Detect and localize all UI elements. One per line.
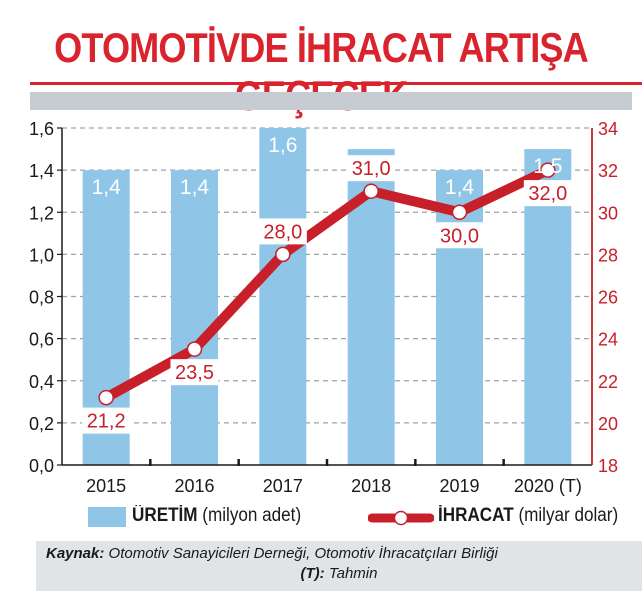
legend-bar-swatch [88,507,126,527]
bar-2016 [171,170,218,465]
export-point-2019 [451,204,468,220]
x-tick-label: 2015 [86,476,126,496]
bar-value-label: 1,6 [268,134,297,157]
bar-2017 [259,128,307,465]
legend: ÜRETİM (milyon adet) İHRACAT (milyar dol… [88,503,618,533]
source-line: Kaynak: Otomotiv Sanayicileri Derneği, O… [46,545,498,562]
y-right-tick-label: 24 [598,330,618,350]
line-label-box [258,218,307,245]
x-tick-label: 2019 [439,476,479,496]
line-value-label: 32,0 [528,183,567,205]
line-value-label: 21,2 [87,411,126,433]
y-right-tick-label: 20 [598,414,618,434]
export-line [98,162,556,406]
export-line-path [101,165,553,403]
y-left-tick-label: 1,6 [29,119,54,139]
line-label-box [523,180,572,207]
line-label-box [347,155,396,182]
x-tick-label: 2017 [263,476,303,496]
line-label-box [82,407,131,434]
line-label-box [435,222,484,249]
line-value-label: 28,0 [263,221,302,243]
note-line: (T): Tahmin [300,565,378,582]
line-value-label: 30,0 [440,225,479,247]
export-point-2018 [363,183,379,199]
axes: 0,0 0,2 0,4 0,6 0,8 1,0 1,2 1,4 1,6 18 20 22 24 26 28 3… [29,119,618,496]
x-tick-label: 2020 (T) [514,476,582,496]
y-right-tick-label: 34 [598,119,618,139]
header-band [30,92,632,110]
y-right-tick-label: 18 [598,456,618,476]
y-right-tick-label: 22 [598,372,618,392]
bar-value-label: 1,4 [180,176,210,199]
export-point-2020 (T) [540,162,556,178]
y-left-tick-label: 0,4 [29,372,54,392]
line-value-label: 31,0 [352,158,391,180]
y-left-tick-label: 1,2 [29,203,54,223]
title-underline [30,82,642,85]
y-right-tick-label: 32 [598,161,618,181]
bar-value-label: 1,4 [92,176,122,199]
line-label-box [170,359,219,386]
source-box: Kaynak: Otomotiv Sanayicileri Derneği, O… [36,541,642,591]
gridlines [62,127,592,424]
y-left-tick-label: 1,4 [29,161,54,181]
legend-production-label: ÜRETİM (milyon adet) [132,505,302,526]
legend-export-label: İHRACAT (milyar dolar) [438,505,619,526]
y-left-tick-label: 0,0 [29,456,54,476]
y-right-tick-label: 26 [598,288,618,308]
legend-line-swatch [368,510,434,526]
export-point-2015 [98,389,114,406]
data-labels: 1,41,41,61,51,41,521,223,528,031,030,032… [82,134,572,434]
bar-value-label: 1,4 [445,176,475,199]
line-value-label: 23,5 [175,362,214,384]
export-point-2016 [186,341,203,357]
x-tick-label: 2018 [351,476,391,496]
y-right-tick-label: 28 [598,245,618,265]
y-left-tick-label: 0,2 [29,414,54,434]
chart-area: 0,0 0,2 0,4 0,6 0,8 1,0 1,2 1,4 1,6 18 20 22 24 26 28 3… [29,119,618,496]
y-left-tick-label: 0,8 [29,288,54,308]
export-point-2017 [275,246,291,263]
y-right-tick-label: 30 [598,203,618,223]
x-tick-label: 2016 [174,476,214,496]
y-left-tick-label: 0,6 [29,330,54,350]
bar-value-label: 1,5 [533,155,562,178]
y-left-tick-label: 1,0 [29,245,54,265]
